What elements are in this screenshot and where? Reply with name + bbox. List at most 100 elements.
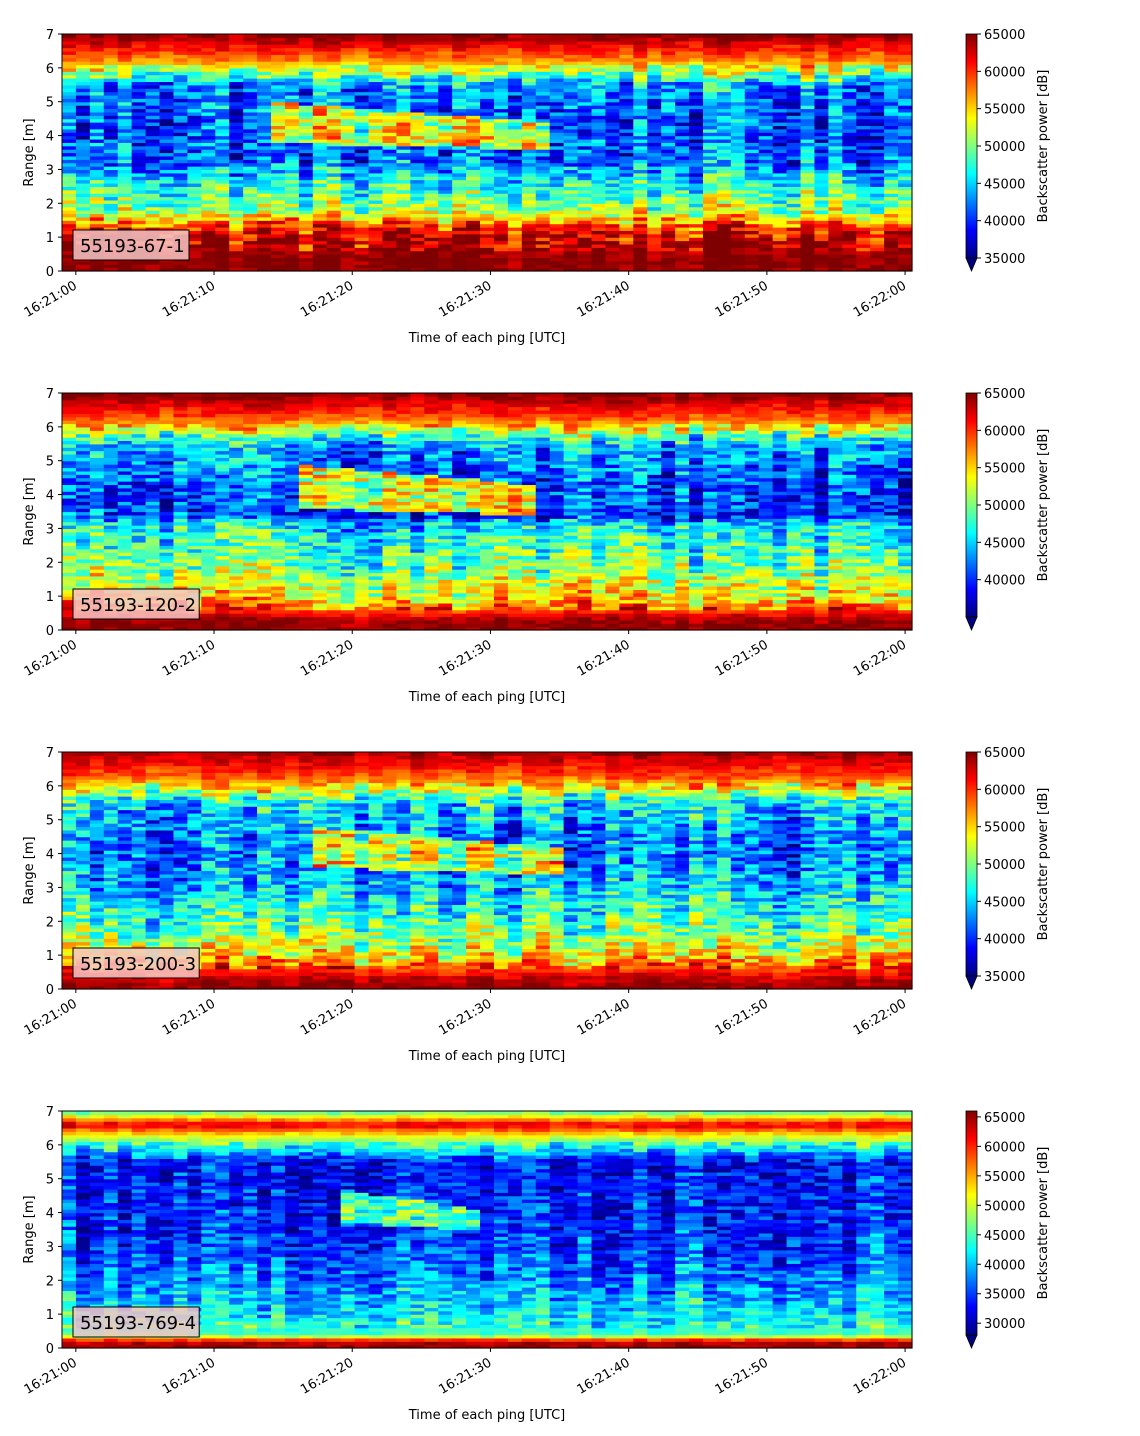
heatmap-cell xyxy=(89,152,105,157)
heatmap-cell xyxy=(75,555,91,560)
heatmap-cell xyxy=(243,108,258,113)
heatmap-cell xyxy=(563,74,579,79)
heatmap-cell xyxy=(201,260,216,265)
heatmap-cell xyxy=(452,226,467,231)
heatmap-cell xyxy=(271,226,286,231)
heatmap-cell xyxy=(75,569,91,574)
heatmap-cell xyxy=(340,189,356,194)
heatmap-cell xyxy=(89,37,105,42)
heatmap-cell xyxy=(535,267,551,272)
heatmap-cell xyxy=(229,186,244,191)
heatmap-cell xyxy=(842,166,857,171)
heatmap-cell xyxy=(466,50,481,55)
heatmap-cell xyxy=(800,108,816,113)
heatmap-cell xyxy=(201,44,216,49)
heatmap-cell xyxy=(814,199,829,204)
heatmap-cell xyxy=(507,78,523,82)
heatmap-cell xyxy=(410,135,425,140)
heatmap-cell xyxy=(535,88,551,93)
heatmap-cell xyxy=(521,237,537,242)
heatmap-cell xyxy=(549,186,565,191)
heatmap-cell xyxy=(131,267,147,272)
heatmap-cell xyxy=(145,40,161,45)
heatmap-cell xyxy=(661,98,676,103)
heatmap-cell xyxy=(396,260,411,265)
heatmap-cell xyxy=(117,199,133,204)
heatmap-cell xyxy=(828,243,843,248)
heatmap-cell xyxy=(452,84,467,89)
heatmap-cell xyxy=(535,196,551,201)
heatmap-cell xyxy=(814,78,829,82)
heatmap-cell xyxy=(75,210,91,215)
heatmap-cell xyxy=(744,135,760,140)
heatmap-cell xyxy=(577,111,593,116)
heatmap-cell xyxy=(103,149,119,154)
x-axis-label: Time of each ping [UTC] xyxy=(408,331,566,346)
heatmap-cell xyxy=(591,159,607,164)
heatmap-cell xyxy=(842,81,857,86)
heatmap-cell xyxy=(89,585,105,590)
heatmap-cell xyxy=(173,220,189,225)
heatmap-cell xyxy=(284,226,300,231)
heatmap-cell xyxy=(396,186,411,191)
heatmap-cell xyxy=(62,589,77,594)
heatmap-cell xyxy=(159,518,175,523)
heatmap-cell xyxy=(828,216,843,221)
heatmap-cell xyxy=(271,37,286,42)
heatmap-cell xyxy=(229,132,244,137)
heatmap-cell xyxy=(312,189,328,194)
heatmap-cell xyxy=(716,254,732,259)
y-tick-label: 0 xyxy=(46,265,54,280)
colorbar-tick-label: 50000 xyxy=(984,140,1025,155)
heatmap-cell xyxy=(424,125,439,130)
heatmap-cell xyxy=(131,50,147,55)
heatmap-cell xyxy=(173,521,189,526)
heatmap-cell xyxy=(800,81,816,86)
heatmap-cell xyxy=(117,47,133,52)
heatmap-cell xyxy=(452,213,467,218)
heatmap-cell xyxy=(187,535,202,540)
heatmap-cell xyxy=(786,250,802,255)
heatmap-cell xyxy=(744,88,760,93)
heatmap-cell xyxy=(856,186,871,191)
heatmap-cell xyxy=(619,67,634,72)
heatmap-cell xyxy=(229,125,244,130)
heatmap-cell xyxy=(396,40,411,45)
heatmap-cell xyxy=(814,182,829,187)
heatmap-cell xyxy=(354,142,370,147)
heatmap-cell xyxy=(786,101,802,106)
heatmap-cell xyxy=(131,457,147,462)
heatmap-cell xyxy=(605,182,620,187)
heatmap-cell xyxy=(201,267,216,272)
heatmap-cell xyxy=(173,264,189,269)
heatmap-cell xyxy=(758,61,774,66)
heatmap-cell xyxy=(368,169,384,174)
heatmap-cell xyxy=(89,555,105,560)
heatmap-cell xyxy=(800,196,816,201)
heatmap-cell xyxy=(243,101,258,106)
heatmap-cell xyxy=(661,203,676,208)
heatmap-cell xyxy=(410,166,425,171)
heatmap-cell xyxy=(772,257,788,262)
heatmap-cell xyxy=(689,128,704,133)
heatmap-cell xyxy=(103,78,119,82)
heatmap-cell xyxy=(62,216,77,221)
heatmap-cell xyxy=(326,243,342,248)
heatmap-cell xyxy=(619,64,634,69)
heatmap-cell xyxy=(159,145,175,150)
heatmap-cell xyxy=(75,152,91,157)
heatmap-cell xyxy=(326,78,342,82)
heatmap-cell xyxy=(828,257,843,262)
heatmap-cell xyxy=(340,240,356,245)
heatmap-cell xyxy=(647,243,662,248)
heatmap-cell xyxy=(103,155,119,160)
heatmap-cell xyxy=(438,189,453,194)
heatmap-cell xyxy=(312,142,328,147)
heatmap-cell xyxy=(689,186,704,191)
heatmap-cell xyxy=(410,247,425,252)
heatmap-cell xyxy=(689,254,704,259)
heatmap-cell xyxy=(75,203,91,208)
heatmap-cell xyxy=(716,61,732,66)
heatmap-cell xyxy=(605,203,620,208)
heatmap-cell xyxy=(312,54,328,59)
